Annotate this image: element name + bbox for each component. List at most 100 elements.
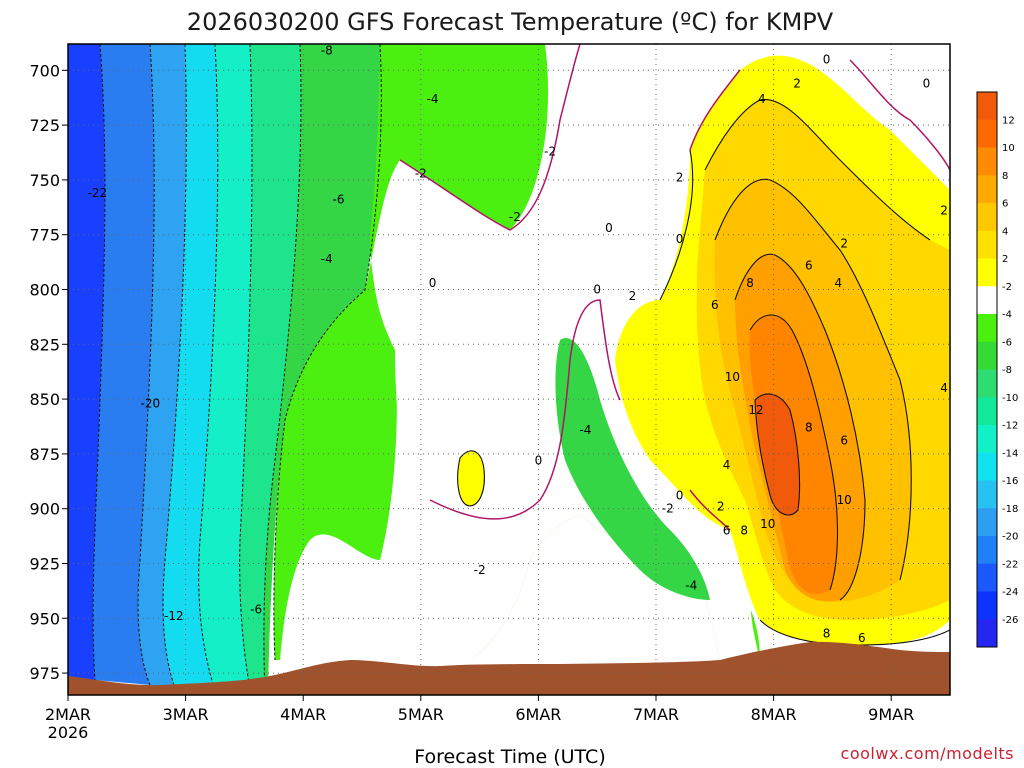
x-tick-label: 3MAR — [163, 705, 209, 724]
colorbar-swatch — [977, 536, 997, 565]
colorbar-tick: -14 — [1002, 448, 1018, 459]
contour-label: 8 — [805, 421, 813, 435]
contour-label: 10 — [837, 493, 852, 507]
colorbar-swatch — [977, 258, 997, 287]
colorbar-tick: -18 — [1002, 504, 1018, 515]
y-tick-label: 700 — [29, 61, 60, 80]
contour-label: -8 — [321, 44, 333, 58]
y-tick-label: 925 — [29, 554, 60, 573]
contour-label: 0 — [823, 52, 831, 66]
colorbar-tick: -2 — [1002, 282, 1012, 293]
y-tick-label: 750 — [29, 171, 60, 190]
colorbar-swatch — [977, 619, 997, 648]
contour-label: 0 — [535, 453, 543, 467]
contour-neg — [263, 44, 302, 691]
plot-frame — [67, 43, 951, 696]
terrain — [68, 641, 950, 695]
contour-neg — [198, 44, 219, 691]
colorbar-swatch — [977, 119, 997, 148]
colorbar-swatch — [977, 230, 997, 259]
band-warm-blob — [457, 450, 485, 506]
y-tick-label: 850 — [29, 390, 60, 409]
y-tick-label: 900 — [29, 500, 60, 519]
colorbar-tick: 10 — [1002, 143, 1015, 154]
colorbar-swatch — [977, 175, 997, 204]
x-tick-label: 2MAR — [45, 705, 91, 724]
contour-label: -2 — [544, 144, 556, 158]
colorbar-tick: -24 — [1002, 587, 1018, 598]
contour-label: -2 — [509, 210, 521, 224]
contour-pos — [457, 450, 485, 507]
colorbar-tick: -22 — [1002, 559, 1018, 570]
x-tick-label: 4MAR — [280, 705, 326, 724]
contour-zero — [689, 69, 741, 151]
contour-neg — [137, 44, 155, 686]
contour-neg — [273, 44, 382, 661]
contour-label: -2 — [415, 166, 427, 180]
colorbar-tick: 8 — [1002, 171, 1008, 182]
colorbar-swatch — [977, 508, 997, 537]
band-warm-12 — [755, 394, 800, 515]
colorbar-tick: -4 — [1002, 310, 1012, 321]
contour-zero — [399, 44, 581, 231]
colorbar-tick: -26 — [1002, 615, 1018, 626]
site-credit[interactable]: coolwx.com/modelts — [841, 744, 1014, 763]
band-dip-green — [555, 338, 710, 600]
contour-zero — [429, 299, 621, 520]
contour-label: 0 — [429, 276, 437, 290]
contour-label: -2 — [662, 502, 674, 516]
contour-label: 4 — [834, 276, 842, 290]
contour-label: 0 — [605, 221, 613, 235]
colorbar-tick: 4 — [1002, 226, 1008, 237]
contour-label: 8 — [823, 627, 831, 641]
contour-zero — [689, 489, 731, 531]
contour-label: 6 — [840, 434, 848, 448]
x-tick-label: 5MAR — [398, 705, 444, 724]
contour-label: -12 — [164, 609, 184, 623]
contour-label: -6 — [332, 193, 344, 207]
x-tick-label: 8MAR — [751, 705, 797, 724]
contour-label: -20 — [141, 396, 161, 410]
colorbar-swatch — [977, 452, 997, 481]
colorbar-swatch — [977, 369, 997, 398]
contour-label: -6 — [250, 603, 262, 617]
contour-label: -4 — [685, 578, 697, 592]
colorbar-frame — [976, 91, 998, 648]
band-cyan — [163, 44, 218, 690]
band-very-cold — [68, 44, 105, 680]
y-tick-label: 725 — [29, 116, 60, 135]
contour-label: 2 — [793, 76, 801, 90]
colorbar-tick: -8 — [1002, 365, 1012, 376]
chart-title: 2026030200 GFS Forecast Temperature (ºC)… — [187, 8, 834, 36]
contour-label: 0 — [676, 232, 684, 246]
colorbar-swatch — [977, 563, 997, 592]
colorbar-tick: -6 — [1002, 337, 1012, 348]
x-axis-title: Forecast Time (UTC) — [414, 746, 605, 768]
contour-pos — [734, 253, 866, 601]
contour-pos — [749, 314, 839, 591]
contour-lines — [92, 44, 950, 691]
contour-neg — [162, 44, 187, 689]
contour-pos — [659, 149, 694, 301]
colorbar-tick: -16 — [1002, 476, 1018, 487]
colorbar-swatch — [977, 397, 997, 426]
contour-label: -4 — [321, 252, 333, 266]
colorbar-swatch — [977, 286, 997, 315]
y-tick-label: 800 — [29, 280, 60, 299]
contour-label: 4 — [940, 381, 948, 395]
colorbar-swatch — [977, 92, 997, 121]
contour-label: 2 — [840, 236, 848, 250]
contour-label: 2 — [940, 204, 948, 218]
colorbar-swatch — [977, 591, 997, 620]
contour-neg — [92, 44, 106, 681]
contour-label: 6 — [858, 631, 866, 645]
y-tick-label: 875 — [29, 445, 60, 464]
contour-label: 4 — [723, 458, 731, 472]
contour-label: 2 — [717, 499, 725, 513]
y-tick-label: 775 — [29, 226, 60, 245]
x-tick-label: 9MAR — [868, 705, 914, 724]
colorbar-swatch — [977, 147, 997, 176]
contour-label: 10 — [725, 370, 740, 384]
contour-label: 2 — [676, 171, 684, 185]
